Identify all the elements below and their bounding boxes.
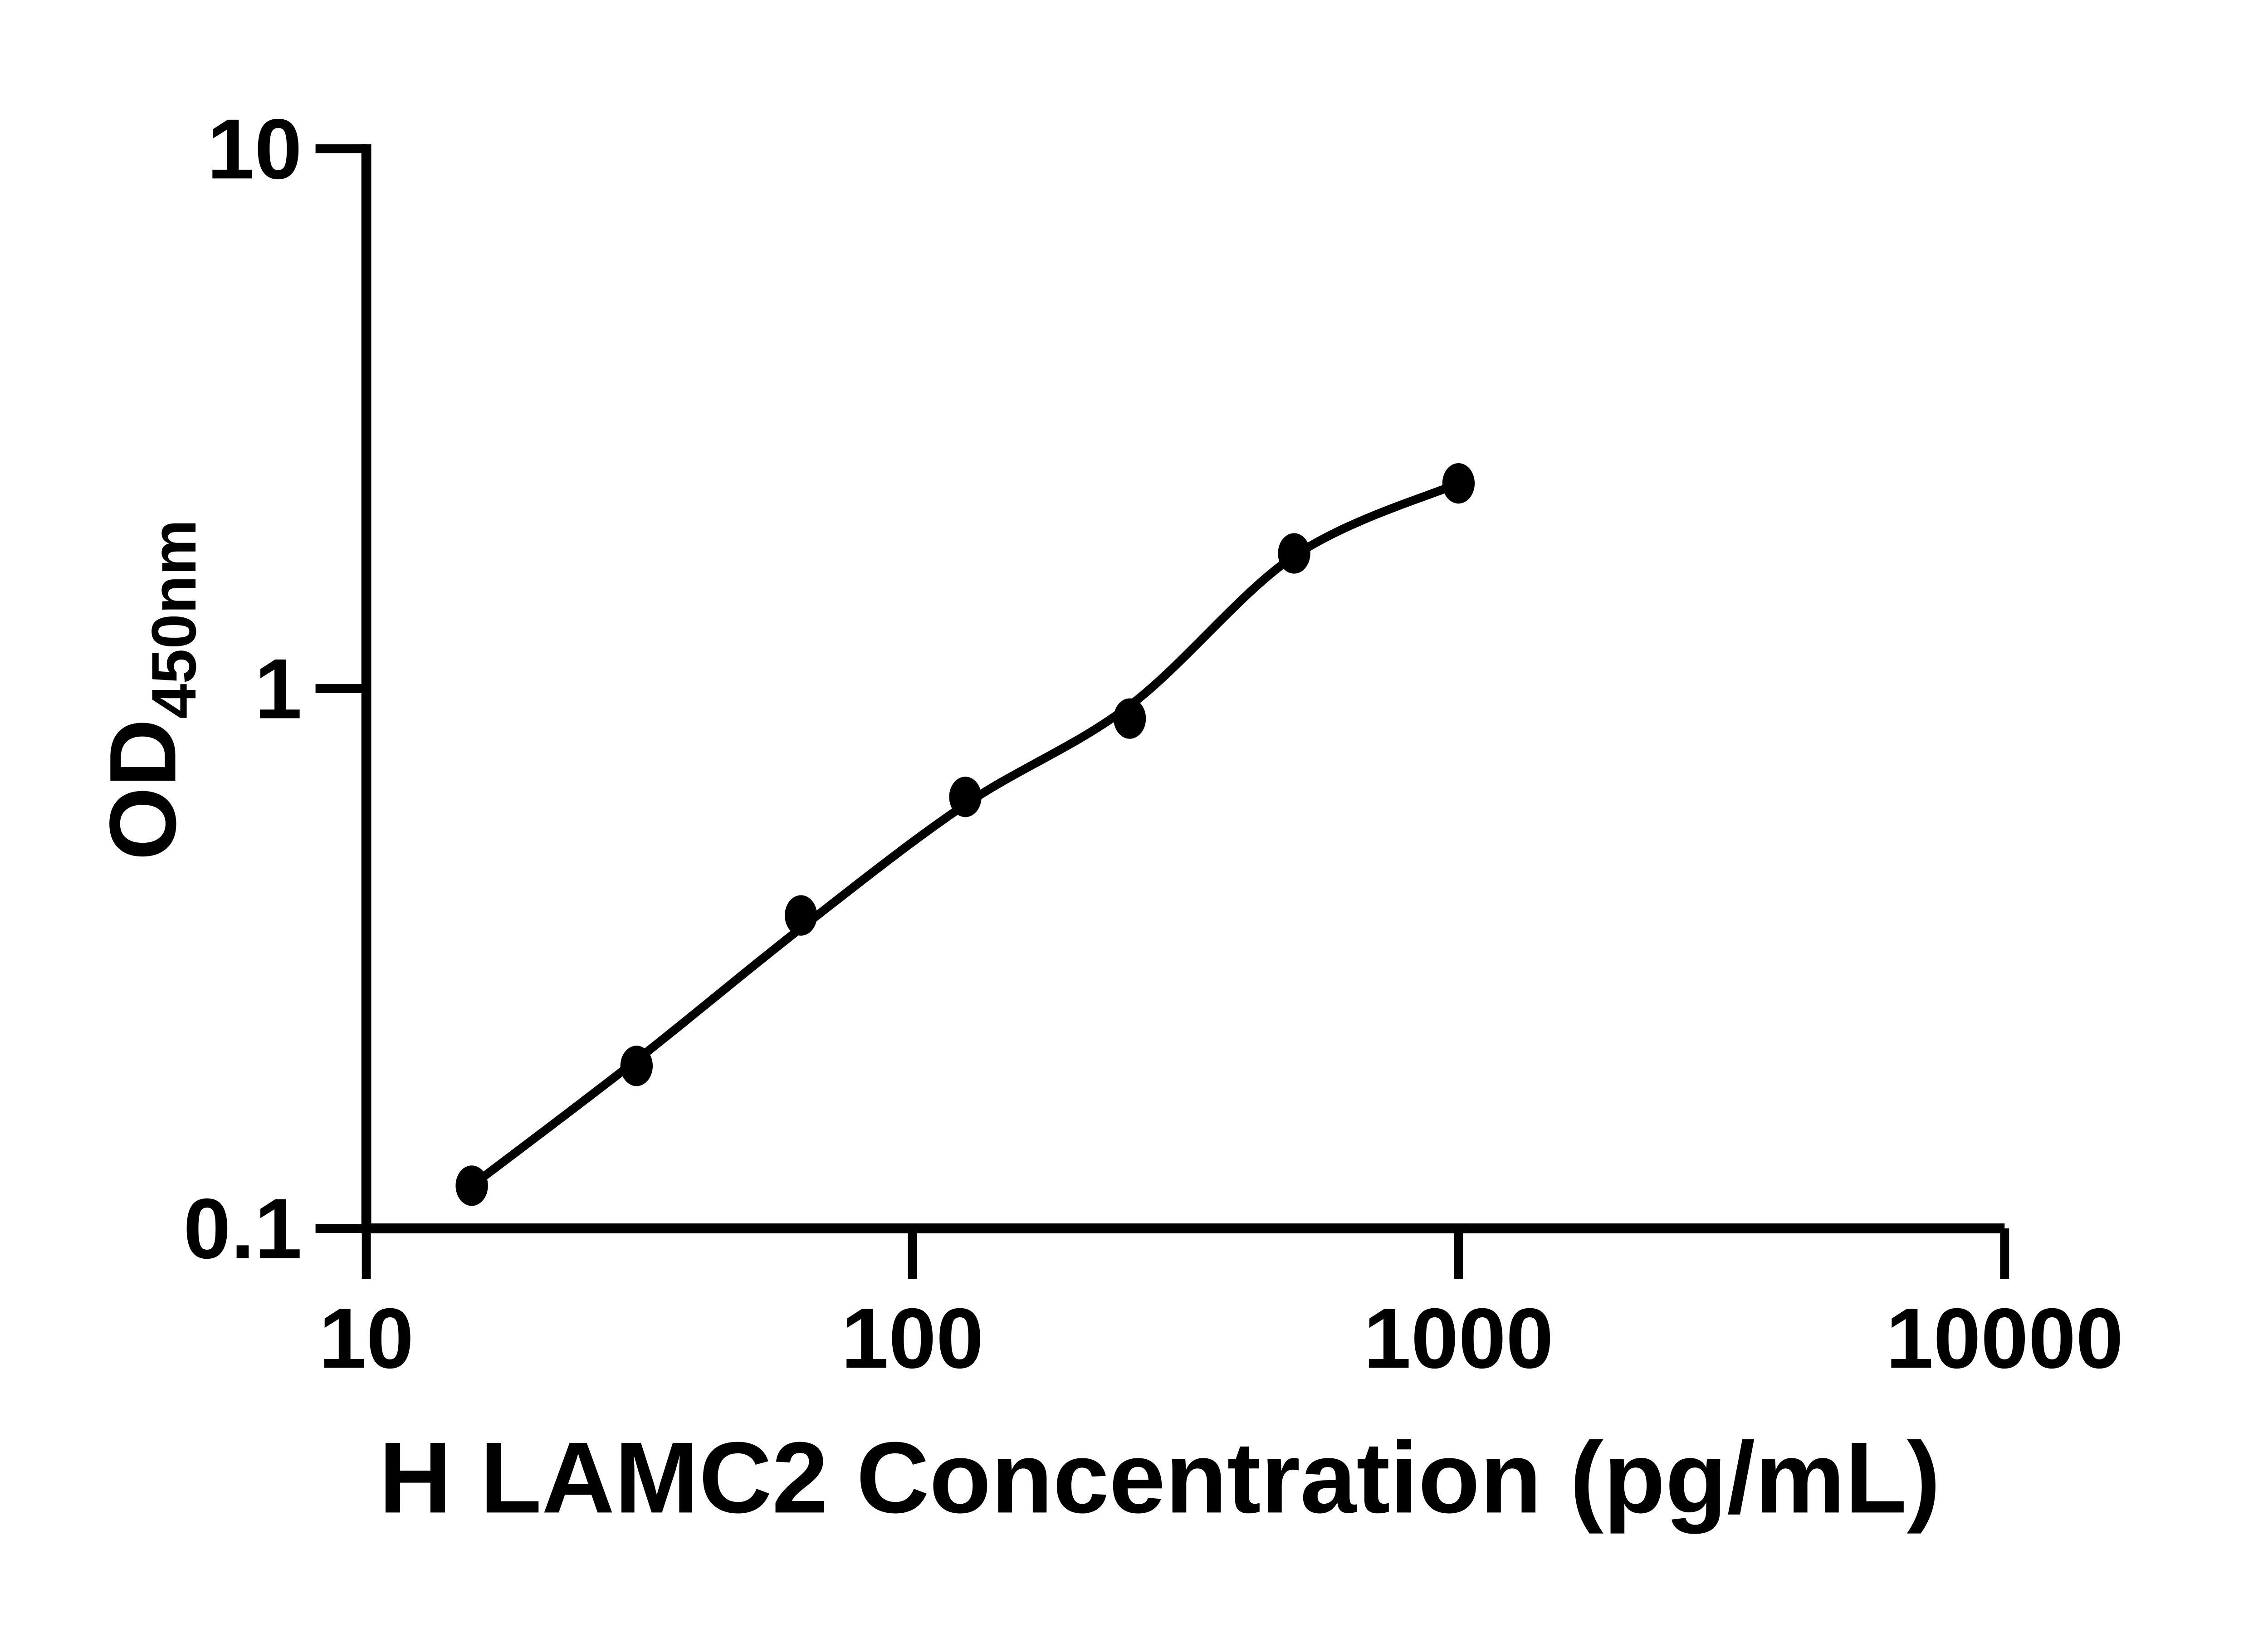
data-point-7	[1442, 463, 1475, 504]
y-axis-title-main: OD	[90, 719, 196, 861]
axis-ticks	[315, 144, 2009, 1280]
data-point-1	[455, 1165, 488, 1206]
x-tick-label-1000: 1000	[1364, 1291, 1554, 1386]
y-tick-label-10: 10	[207, 101, 302, 196]
data-point-2	[620, 1046, 653, 1086]
x-tick-label-100: 100	[841, 1291, 983, 1386]
x-axis-title: H LAMC2 Concentration (pg/mL)	[379, 1421, 1941, 1534]
y-axis-title: OD450nm	[90, 519, 209, 861]
y-tick-label-0.1: 0.1	[183, 1181, 302, 1276]
data-point-3	[785, 895, 817, 936]
y-tick-label-1: 1	[254, 641, 302, 736]
data-point-5	[1113, 698, 1146, 739]
data-point-4	[949, 777, 982, 817]
x-tick-label-10: 10	[319, 1291, 414, 1386]
data-point-6	[1278, 533, 1310, 574]
x-tick-label-10000: 10000	[1886, 1291, 2123, 1386]
axis-tick-labels: 10 100 1000 10000 0.1 1 10	[183, 101, 2123, 1386]
data-series	[455, 463, 1475, 1206]
y-axis-title-subscript: 450nm	[139, 519, 209, 719]
